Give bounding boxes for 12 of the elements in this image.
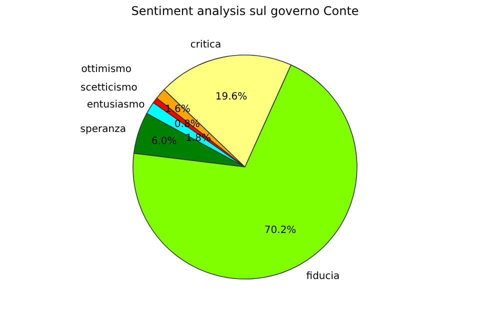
slice-label: scetticismo [80,82,138,94]
chart-title: Sentiment analysis sul governo Conte [131,4,359,18]
slice-label: critica [190,39,222,50]
data-label: 0.8% [174,119,200,130]
data-label: 6.0% [151,136,177,148]
slice-label: ottimismo [81,64,132,75]
slice-label: speranza [80,124,126,135]
data-label: 70.2% [264,224,296,236]
data-label: 1.8% [186,132,211,144]
data-label: 19.6% [215,91,248,102]
slice-label: entusiasmo [86,100,145,111]
slice-label: fiducia [306,270,340,282]
